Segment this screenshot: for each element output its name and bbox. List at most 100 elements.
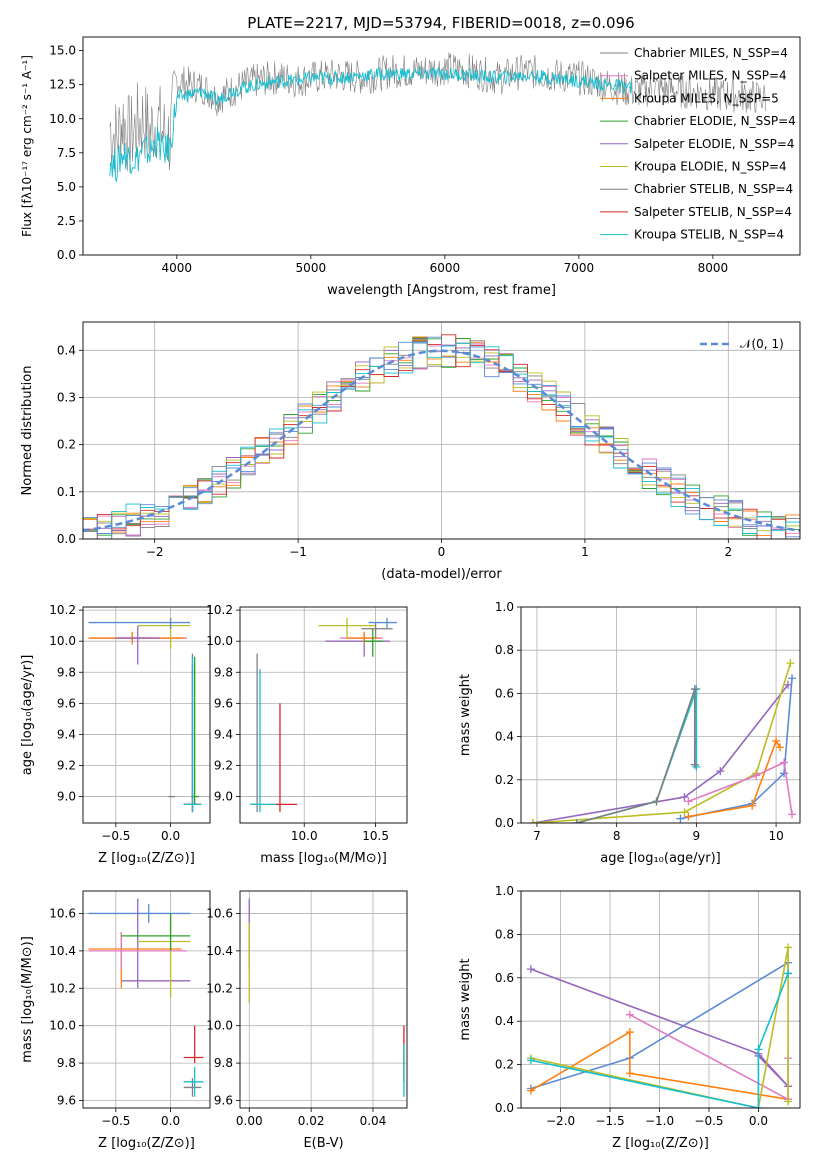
legend-entry: Kroupa STELIB, N_SSP=4	[634, 228, 784, 242]
legend-entry: 𝒩(0, 1)	[740, 337, 784, 351]
axes-frame	[239, 890, 408, 1109]
plus-marker	[676, 814, 685, 823]
age_vs_mass-point	[347, 631, 379, 645]
y-tick-label: 0.0	[57, 248, 76, 262]
age_vs_mass-point	[368, 617, 398, 629]
y-tick-label: 15.0	[49, 44, 76, 58]
y-tick-label: 9.2	[214, 759, 233, 773]
x-tick-label: 10.0	[291, 829, 318, 843]
x-tick-label: 7	[533, 829, 541, 843]
axes-frame	[520, 890, 801, 1109]
y-tick-label: 10.0	[206, 1019, 233, 1033]
mass_vs_Z-panel: −0.5 0.0 9.6 9.8 10.0 10.2 10.4 10.6 Z [log₁₀(Z/…	[20, 890, 211, 1151]
figure-title: PLATE=2217, MJD=53794, FIBERID=0018, z=0…	[247, 14, 634, 32]
x-tick-label: 1	[581, 545, 589, 559]
y-tick-label: 0.2	[495, 1058, 514, 1072]
spectrum-plot-area	[109, 52, 766, 182]
plus-marker	[625, 1028, 634, 1037]
plus-marker	[786, 659, 795, 668]
legend-entry: Chabrier STELIB, N_SSP=4	[634, 182, 793, 196]
weight_vs_age-series	[576, 688, 696, 823]
normal-curve	[83, 349, 800, 532]
mass_vs_Z-point	[183, 1025, 204, 1064]
x-tick-label: −0.5	[694, 1114, 723, 1128]
x-axis-label: Z [log₁₀(Z/Z⊙)]	[612, 1136, 709, 1151]
spectrum-panel: 4000 5000 6000 7000 8000 0.0 2.5 5.0 7.5 10.0 12.5…	[20, 36, 801, 298]
x-tick-label: −0.5	[101, 829, 130, 843]
axes-frame	[239, 606, 408, 824]
plus-marker	[788, 674, 797, 683]
weight_vs_age-series	[532, 662, 792, 823]
y-tick-label: 9.6	[57, 1094, 76, 1108]
legend-entry: Chabrier ELODIE, N_SSP=4	[634, 114, 796, 128]
y-tick-label: 1.0	[495, 600, 514, 614]
y-tick-label: 10.0	[49, 634, 76, 648]
mass_vs_Z-point	[183, 1066, 204, 1097]
x-tick-label: 6000	[430, 261, 461, 275]
plus-marker	[684, 812, 693, 821]
plus-marker	[776, 743, 785, 752]
y-tick-label: 10.0	[49, 112, 76, 126]
residual-histogram	[83, 339, 800, 539]
weight_vs_Z-plot-area	[526, 943, 793, 1108]
y-axis-label: mass [log₁₀(M/M⊙)]	[20, 936, 35, 1063]
y-tick-label: 9.8	[214, 1056, 233, 1070]
x-tick-label: 10.5	[362, 829, 389, 843]
mass_vs_Z-point	[121, 913, 191, 951]
y-axis-label: age [log₁₀(age/yr)]	[20, 655, 35, 776]
y-tick-label: 10.0	[49, 1019, 76, 1033]
plus-marker	[690, 685, 699, 694]
axes-frame	[82, 321, 801, 540]
y-tick-label: 9.6	[214, 696, 233, 710]
y-axis-label: mass weight	[458, 674, 473, 756]
plus-marker	[716, 767, 725, 776]
mass_vs_Z-point	[121, 898, 191, 989]
y-tick-label: 12.5	[49, 78, 76, 92]
plus-marker	[784, 943, 793, 952]
weight_vs_age-panel: 7 8 9 10 0.0 0.2 0.4 0.6 0.8 1.0 age [log₁₀(age/yr…	[458, 600, 801, 866]
y-tick-label: 0.0	[495, 816, 514, 830]
age_vs_mass-point	[318, 617, 376, 639]
x-axis-label: E(B-V)	[303, 1136, 343, 1151]
plus-marker	[788, 810, 797, 819]
y-tick-label: 0.0	[495, 1101, 514, 1115]
age_vs_Z-panel: −0.5 0.0 9.0 9.2 9.4 9.6 9.8 10.0 10.2 Z [log₁₀(Z…	[20, 603, 211, 866]
plus-marker	[784, 1097, 793, 1106]
weight_vs_age-series	[688, 761, 793, 815]
y-axis-label: Flux [fλ10⁻¹⁷ erg cm⁻² s⁻¹ A⁻¹]	[20, 55, 34, 237]
weight_vs_Z-series	[530, 973, 789, 1108]
legend-entry: Salpeter ELODIE, N_SSP=4	[634, 137, 795, 151]
y-tick-label: 9.8	[57, 665, 76, 679]
x-axis-label: (data-model)/error	[381, 567, 502, 582]
x-tick-label: 0.0	[749, 1114, 768, 1128]
mass_vs_ebv-panel: 0.00 0.02 0.04 9.6 9.8 10.0 10.2 10.4 10.6 E(B-V)	[206, 890, 408, 1151]
y-tick-label: 0.2	[57, 438, 76, 452]
y-tick-label: 0.4	[495, 1014, 514, 1028]
weight_vs_age-series	[532, 684, 789, 823]
y-tick-label: 10.6	[206, 906, 233, 920]
legend-entry: Salpeter STELIB, N_SSP=4	[634, 205, 792, 219]
plus-marker	[625, 1069, 634, 1078]
weight_vs_age-series	[576, 688, 698, 823]
plus-marker	[690, 760, 699, 769]
y-tick-label: 5.0	[57, 180, 76, 194]
age_vs_mass-panel: 10.0 10.5 9.0 9.2 9.4 9.6 9.8 10.0 10.2 mass [log…	[206, 603, 408, 866]
y-tick-label: 9.0	[214, 790, 233, 804]
mass_vs_Z-point	[183, 1078, 202, 1097]
spectrum-series-model	[109, 66, 633, 182]
mass_vs_ebv-plot-area	[248, 898, 405, 1097]
y-tick-label: 1.0	[495, 884, 514, 898]
plus-marker	[754, 1045, 763, 1054]
x-tick-label: 0.02	[298, 1114, 325, 1128]
plus-marker	[784, 680, 793, 689]
weight_vs_Z-series	[530, 968, 789, 1087]
legend-entry: Kroupa MILES, N_SSP=5	[634, 91, 779, 105]
plus-marker	[780, 769, 789, 778]
plus-marker	[680, 793, 689, 802]
x-tick-label: 0.0	[161, 1114, 180, 1128]
age_vs_mass-point	[249, 653, 265, 813]
age_vs_Z-point	[183, 656, 202, 813]
y-tick-label: 0.6	[495, 686, 514, 700]
weight_vs_Z-series	[530, 947, 789, 1108]
